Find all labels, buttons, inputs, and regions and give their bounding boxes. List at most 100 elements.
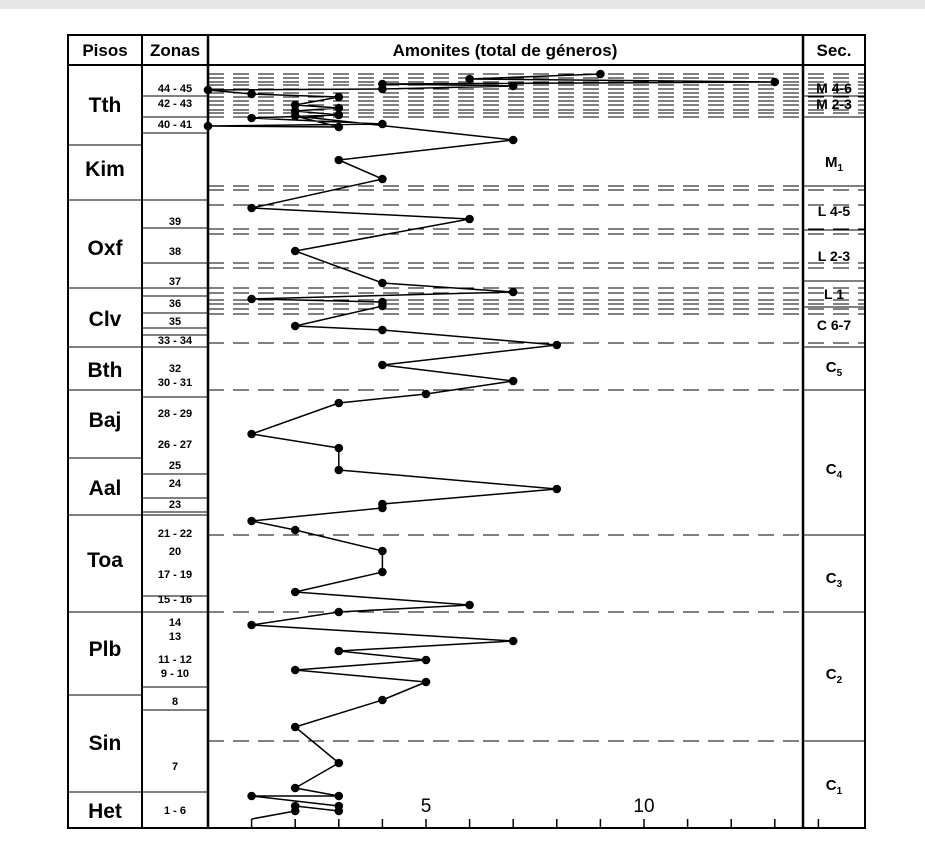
data-point xyxy=(290,801,300,811)
data-point xyxy=(508,135,518,145)
data-point xyxy=(421,655,431,665)
sequence-name: C xyxy=(826,570,837,587)
zone-label: 35 xyxy=(169,316,181,328)
sequence-label: M 2-3 xyxy=(816,96,852,112)
data-point xyxy=(770,77,780,87)
sequence-label: C1 xyxy=(826,777,843,797)
data-point xyxy=(378,499,387,509)
data-point xyxy=(290,246,300,256)
data-point xyxy=(421,389,431,399)
zone-label: 13 xyxy=(169,631,181,643)
data-point xyxy=(247,516,256,526)
zone-label: 26 - 27 xyxy=(158,439,192,451)
data-point xyxy=(290,100,300,110)
data-point xyxy=(378,325,387,335)
stage-label: Kim xyxy=(85,158,125,181)
data-point xyxy=(465,214,474,224)
data-point xyxy=(334,801,344,811)
data-point xyxy=(247,203,256,213)
series-line xyxy=(207,73,776,820)
stage-label: Tth xyxy=(89,94,122,117)
data-point xyxy=(465,600,474,610)
data-point xyxy=(334,122,344,132)
sequence-name: C xyxy=(826,461,837,478)
stage-label: Plb xyxy=(89,638,122,661)
data-point xyxy=(596,69,605,79)
stage-label: Oxf xyxy=(87,237,123,260)
x-axis: 5 10 xyxy=(250,796,820,828)
data-point xyxy=(378,79,387,89)
data-point xyxy=(508,376,518,386)
stage-label: Bth xyxy=(88,359,123,382)
data-point xyxy=(290,783,300,793)
data-point xyxy=(334,791,344,801)
data-point xyxy=(508,81,518,91)
zone-label: 28 - 29 xyxy=(158,408,192,420)
data-point xyxy=(334,155,344,165)
data-point xyxy=(334,646,344,656)
stage-label: Baj xyxy=(89,409,122,432)
zone-label: 24 xyxy=(169,478,182,490)
chart-frame xyxy=(67,34,866,829)
stage-label: Het xyxy=(88,800,122,823)
data-point xyxy=(334,103,344,113)
data-point xyxy=(334,465,344,475)
sequence-label: C3 xyxy=(826,570,843,590)
zone-label: 21 - 22 xyxy=(158,528,192,540)
data-point xyxy=(334,443,344,453)
zone-label: 9 - 10 xyxy=(161,668,189,680)
zone-label: 36 xyxy=(169,298,181,310)
data-point xyxy=(378,278,387,288)
sequence-name: M 4-6 xyxy=(816,80,852,96)
zone-label: 20 xyxy=(169,546,181,558)
dashed-grid xyxy=(208,73,865,742)
sequence-name: C xyxy=(826,666,837,683)
zone-label: 42 - 43 xyxy=(158,98,192,110)
data-point xyxy=(334,758,344,768)
stage-label: Sin xyxy=(89,732,122,755)
sequence-name: M xyxy=(825,154,838,171)
sequence-label: L 4-5 xyxy=(818,203,851,219)
zone-label: 23 xyxy=(169,499,181,511)
sequence-subscript: 3 xyxy=(837,579,843,590)
data-point xyxy=(290,106,300,116)
header-zonas: Zonas xyxy=(150,41,200,60)
top-bar xyxy=(0,0,925,9)
zone-column: 44 - 45 42 - 43 40 - 41 39 38 37 36 35 33 - 34 32… xyxy=(142,83,208,817)
sequence-subscript: 5 xyxy=(837,368,843,379)
zone-label: 11 - 12 xyxy=(158,654,192,666)
data-point xyxy=(334,398,344,408)
data-point xyxy=(290,665,300,675)
zone-label: 1 - 6 xyxy=(164,805,186,817)
data-point xyxy=(378,119,387,129)
data-point xyxy=(378,360,387,370)
data-point xyxy=(378,174,387,184)
data-point xyxy=(334,607,344,617)
sequence-name: L 4-5 xyxy=(818,203,851,219)
zone-label: 30 - 31 xyxy=(158,377,192,389)
data-point xyxy=(290,525,300,535)
header-pisos: Pisos xyxy=(82,41,127,60)
zone-label: 44 - 45 xyxy=(158,83,192,95)
sequence-name: L 2-3 xyxy=(818,248,851,264)
sequence-subscript: 4 xyxy=(837,470,843,481)
sequence-name: C xyxy=(826,359,837,376)
zone-label: 40 - 41 xyxy=(158,119,192,131)
sequence-label: M 4-6 xyxy=(816,80,852,96)
series-points xyxy=(203,69,780,816)
zone-label: 38 xyxy=(169,246,181,258)
x-tick-label: 5 xyxy=(421,796,432,817)
stage-label: Aal xyxy=(89,477,122,500)
sequence-subscript: 1 xyxy=(837,163,843,174)
data-point xyxy=(378,695,387,705)
sequence-label: L 2-3 xyxy=(818,248,851,264)
zone-label: 7 xyxy=(172,761,178,773)
data-point xyxy=(334,110,344,120)
data-point xyxy=(378,546,387,556)
data-point xyxy=(465,74,474,84)
zone-label: 39 xyxy=(169,216,181,228)
data-point xyxy=(247,791,256,801)
data-point xyxy=(334,92,344,102)
data-point xyxy=(508,636,518,646)
